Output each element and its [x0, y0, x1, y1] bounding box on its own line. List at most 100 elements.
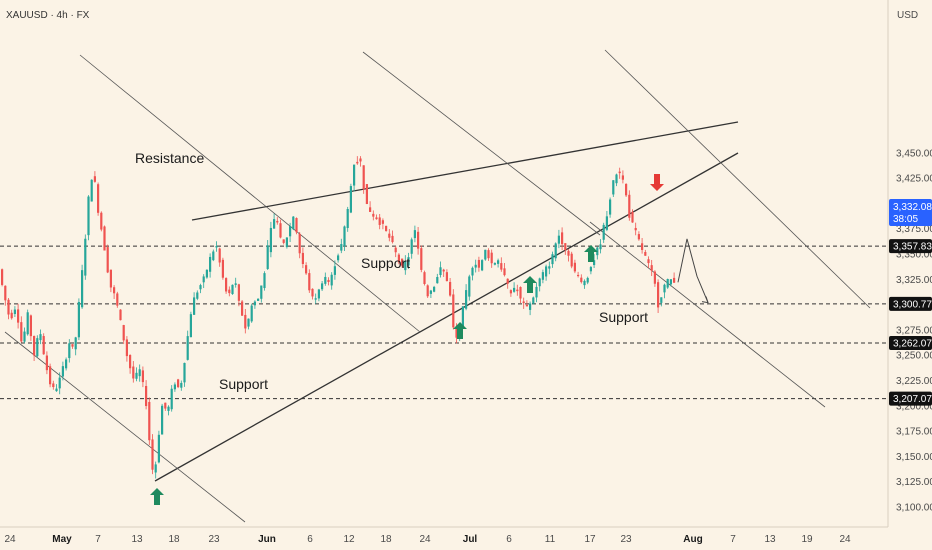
time-tick-5: 23	[208, 534, 220, 545]
candle-body-195	[625, 183, 628, 196]
candle-body-144	[461, 306, 464, 328]
candle-body-67	[215, 246, 218, 248]
time-tick-4: 18	[168, 534, 180, 545]
candle-body-145	[465, 290, 468, 309]
candle-body-86	[276, 220, 279, 223]
candle-body-70	[225, 278, 228, 292]
candle-body-95	[305, 265, 308, 274]
candle-body-29	[93, 176, 96, 182]
candle-body-19	[61, 366, 64, 377]
candle-body-101	[324, 276, 327, 284]
candle-body-33	[106, 247, 109, 273]
candle-body-31	[100, 212, 103, 230]
time-tick-13: 11	[545, 534, 556, 545]
candle-body-90	[289, 226, 292, 237]
price-tick-0: 3,100.00	[896, 503, 932, 514]
level-tag-bg-3	[889, 391, 932, 406]
candle-body-196	[628, 194, 631, 218]
candle-body-93	[298, 233, 301, 254]
time-tick-18: 13	[764, 534, 776, 545]
candle-body-78	[250, 305, 253, 322]
level-tag-bg-1	[889, 296, 932, 311]
candle-body-56	[180, 382, 183, 388]
candle-countdown: 38:05	[893, 214, 918, 225]
candle-body-87	[279, 223, 282, 238]
candle-body-64	[205, 269, 208, 278]
candle-body-60	[193, 297, 196, 315]
candle-body-65	[209, 256, 212, 272]
time-tick-3: 13	[131, 534, 143, 545]
candle-body-10	[33, 336, 36, 356]
candle-body-185	[593, 260, 596, 266]
channel-line-2	[4, 331, 246, 523]
candle-body-155	[497, 260, 500, 264]
candle-body-109	[349, 186, 352, 213]
candle-body-69	[221, 259, 224, 278]
candle-body-115	[369, 207, 372, 212]
candle-body-48	[154, 464, 157, 473]
candle-body-16	[52, 383, 55, 388]
candle-body-89	[285, 237, 288, 248]
candle-body-97	[311, 288, 314, 297]
support-label-mid: Support	[361, 255, 410, 271]
candle-body-6	[20, 322, 23, 342]
candle-body-132	[423, 272, 426, 285]
channel-line-1	[79, 54, 421, 333]
candle-body-82	[263, 273, 266, 289]
candle-body-139	[445, 272, 448, 282]
candle-body-202	[647, 259, 650, 264]
candle-body-111	[356, 161, 359, 164]
candle-body-2	[7, 299, 10, 315]
current-price: 3,332.08	[893, 202, 932, 213]
trendlines	[4, 49, 871, 523]
candle-body-39	[125, 339, 128, 357]
candle-body-141	[452, 294, 455, 328]
candle-body-55	[177, 379, 180, 388]
support-label-right: Support	[599, 309, 648, 325]
up-arrow-2	[523, 276, 537, 293]
candle-body-133	[426, 285, 429, 297]
candle-body-199	[637, 234, 640, 240]
candle-body-51	[164, 402, 167, 409]
candle-body-129	[413, 230, 416, 239]
candle-body-102	[327, 279, 330, 283]
current-price-tag-bg	[889, 199, 932, 226]
candle-body-128	[410, 239, 413, 254]
candle-body-100	[321, 283, 324, 290]
candle-body-126	[404, 261, 407, 271]
candle-body-34	[109, 269, 112, 288]
candle-body-42	[135, 372, 138, 379]
candle-body-127	[407, 257, 410, 266]
time-axis-background	[0, 527, 932, 550]
candle-body-114	[365, 184, 368, 204]
candle-body-24	[77, 301, 80, 338]
time-tick-0: 24	[4, 534, 16, 545]
candle-body-152	[487, 250, 490, 259]
candle-body-187	[599, 244, 602, 250]
horizontal-levels	[0, 245, 888, 400]
candle-body-203	[650, 265, 653, 271]
candle-body-76	[244, 314, 247, 329]
candle-body-66	[212, 251, 215, 261]
candle-body-193	[618, 171, 621, 174]
candle-body-88	[282, 239, 285, 243]
price-tick-2: 3,150.00	[896, 452, 932, 463]
candle-body-157	[503, 268, 506, 276]
candle-body-121	[388, 233, 391, 238]
candle-body-84	[269, 227, 272, 253]
candle-body-207	[663, 284, 666, 293]
candle-body-150	[481, 260, 484, 271]
candle-body-77	[247, 318, 250, 327]
candle-body-174	[557, 235, 560, 244]
candle-body-146	[468, 276, 471, 297]
candle-body-71	[228, 289, 231, 294]
projection-line	[677, 238, 709, 303]
candle-body-49	[157, 434, 160, 463]
candle-body-182	[583, 280, 586, 286]
candle-body-116	[372, 213, 375, 217]
time-tick-2: 7	[95, 534, 101, 545]
candle-body-73	[234, 283, 237, 285]
currency-label: USD	[897, 10, 918, 21]
